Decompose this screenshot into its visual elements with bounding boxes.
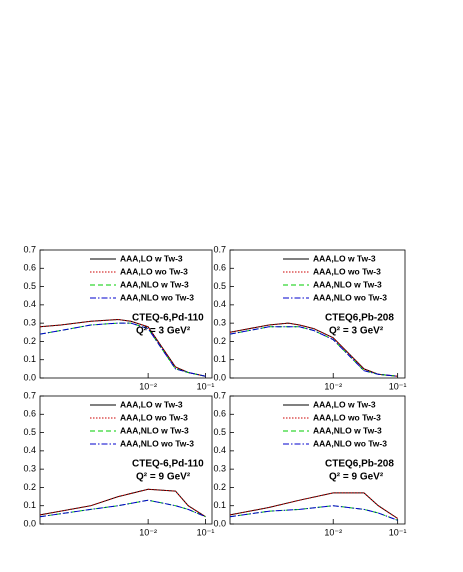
- y-tick-label: 0.1: [213, 500, 226, 510]
- series-line: [39, 318, 206, 377]
- series-line: [229, 322, 398, 377]
- y-tick-label: 0.2: [213, 482, 226, 492]
- x-tick-label: 10⁻¹: [389, 381, 407, 391]
- y-tick-label: 0.6: [213, 263, 226, 273]
- series-line: [229, 492, 398, 519]
- legend-label: AAA,LO wo Tw-3: [120, 266, 188, 276]
- y-tick-label: 0.0: [213, 372, 226, 382]
- y-tick-label: 0.4: [213, 299, 226, 309]
- y-tick-label: 0.3: [213, 318, 226, 328]
- y-tick-label: 0.3: [23, 464, 36, 474]
- y-tick-label: 0.6: [213, 409, 226, 419]
- x-tick-label: 10⁻²: [324, 381, 342, 391]
- legend-label: AAA,LO w Tw-3: [313, 253, 376, 263]
- y-tick-label: 0.3: [23, 318, 36, 328]
- annotation: Q² = 3 GeV²: [136, 326, 191, 337]
- annotation: CTEQ-6,Pd-110: [132, 313, 204, 324]
- legend-label: AAA,NLO wo Tw-3: [313, 292, 387, 302]
- series-line: [39, 322, 206, 377]
- annotation: Q² = 9 GeV²: [136, 472, 191, 483]
- y-tick-label: 0.7: [213, 244, 226, 254]
- y-tick-label: 0.5: [213, 427, 226, 437]
- annotation: CTEQ-6,Pd-110: [132, 459, 204, 470]
- plot-frame: [229, 249, 406, 379]
- y-tick-label: 0.0: [23, 518, 36, 528]
- y-tick-label: 0.2: [23, 482, 36, 492]
- series-line: [39, 322, 206, 377]
- plot-frame: [229, 395, 406, 525]
- legend-label: AAA,NLO wo Tw-3: [313, 438, 387, 448]
- y-tick-label: 0.2: [213, 336, 226, 346]
- legend-label: AAA,NLO wo Tw-3: [120, 438, 194, 448]
- legend-label: AAA,NLO wo Tw-3: [120, 292, 194, 302]
- series-line: [39, 499, 206, 518]
- plot-frame: [39, 249, 213, 379]
- legend-label: AAA,LO w Tw-3: [120, 253, 183, 263]
- x-tick-label: 10⁻¹: [389, 527, 407, 537]
- legend-label: AAA,NLO w Tw-3: [313, 279, 382, 289]
- y-tick-label: 0.5: [23, 427, 36, 437]
- y-tick-label: 0.4: [23, 299, 36, 309]
- legend-label: AAA,LO wo Tw-3: [313, 412, 381, 422]
- legend-label: AAA,LO w Tw-3: [120, 399, 183, 409]
- y-tick-label: 0.4: [213, 445, 226, 455]
- series-line: [229, 326, 398, 377]
- y-tick-label: 0.2: [23, 336, 36, 346]
- x-tick-label: 10⁻¹: [197, 527, 215, 537]
- y-tick-label: 0.5: [213, 281, 226, 291]
- y-tick-label: 0.7: [23, 244, 36, 254]
- x-tick-label: 10⁻²: [324, 527, 342, 537]
- annotation: Q² = 3 GeV²: [329, 326, 384, 337]
- legend-label: AAA,NLO w Tw-3: [313, 425, 382, 435]
- series-line: [39, 488, 206, 518]
- x-tick-label: 10⁻²: [139, 381, 157, 391]
- y-tick-label: 0.5: [23, 281, 36, 291]
- x-tick-label: 10⁻²: [139, 527, 157, 537]
- y-tick-label: 0.1: [23, 354, 36, 364]
- legend-label: AAA,LO w Tw-3: [313, 399, 376, 409]
- annotation: CTEQ6,Pb-208: [325, 313, 394, 324]
- x-tick-label: 10⁻¹: [197, 381, 215, 391]
- annotation: Q² = 9 GeV²: [329, 472, 384, 483]
- y-tick-label: 0.0: [23, 372, 36, 382]
- y-tick-label: 0.6: [23, 263, 36, 273]
- y-tick-label: 0.3: [213, 464, 226, 474]
- y-tick-label: 0.6: [23, 409, 36, 419]
- legend-label: AAA,LO wo Tw-3: [120, 412, 188, 422]
- y-tick-label: 0.7: [23, 390, 36, 400]
- series-line: [39, 499, 206, 518]
- series-line: [229, 505, 398, 521]
- y-tick-label: 0.4: [23, 445, 36, 455]
- y-tick-label: 0.1: [213, 354, 226, 364]
- plot-frame: [39, 395, 213, 525]
- y-tick-label: 0.0: [213, 518, 226, 528]
- y-tick-label: 0.1: [23, 500, 36, 510]
- legend-label: AAA,NLO w Tw-3: [120, 425, 189, 435]
- annotation: CTEQ6,Pb-208: [325, 459, 394, 470]
- legend-label: AAA,LO wo Tw-3: [313, 266, 381, 276]
- legend-label: AAA,NLO w Tw-3: [120, 279, 189, 289]
- series-line: [229, 492, 398, 519]
- series-line: [39, 488, 206, 518]
- y-tick-label: 0.7: [213, 390, 226, 400]
